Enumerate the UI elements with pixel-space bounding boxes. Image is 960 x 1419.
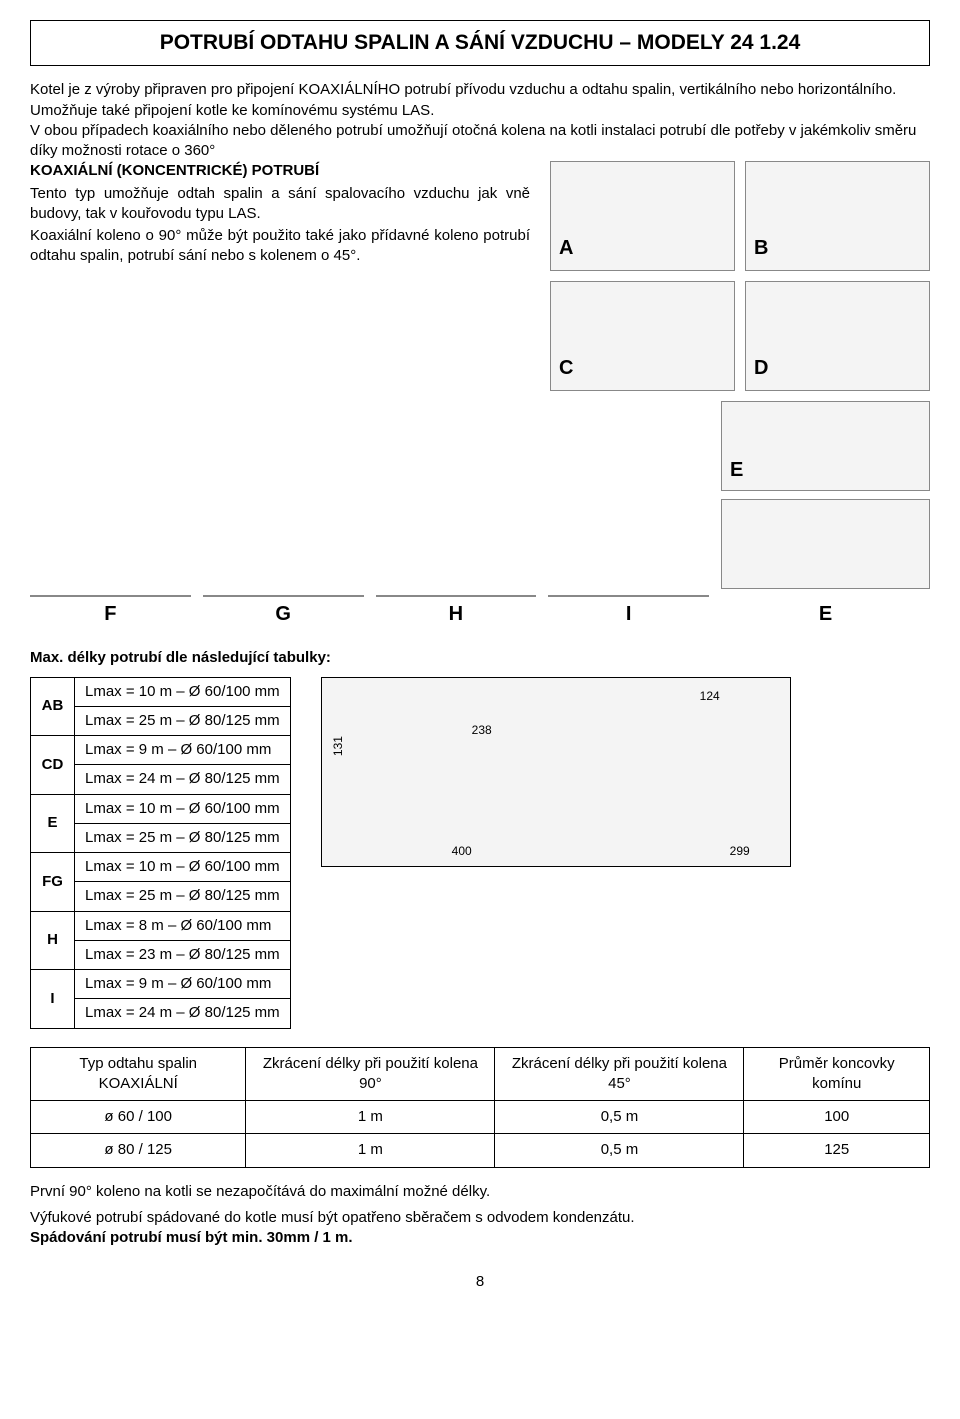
note-2b: Spádování potrubí musí být min. 30mm / 1… <box>30 1229 353 1246</box>
dimension-figure: 131 238 400 124 299 <box>321 677 791 867</box>
mid-figures-row: F G H I E E <box>30 401 930 628</box>
dim-299: 299 <box>730 843 750 859</box>
lengths-value: Lmax = 24 m – Ø 80/125 mm <box>75 765 291 794</box>
figure-d-label: D <box>754 355 768 382</box>
reduction-table: Typ odtahu spalin KOAXIÁLNÍZkrácení délk… <box>30 1047 930 1168</box>
lengths-value: Lmax = 10 m – Ø 60/100 mm <box>75 794 291 823</box>
reduction-header: Zkrácení délky při použití kolena 45° <box>495 1047 744 1101</box>
note-2: Výfukové potrubí spádované do kotle musí… <box>30 1208 930 1249</box>
figure-g <box>203 595 364 597</box>
figure-a: A <box>550 161 735 271</box>
lengths-value: Lmax = 25 m – Ø 80/125 mm <box>75 823 291 852</box>
lengths-key: AB <box>31 677 75 736</box>
reduction-cell: 125 <box>744 1134 930 1167</box>
top-figures: A B C D <box>550 161 930 391</box>
reduction-cell: 1 m <box>246 1101 495 1134</box>
figure-e-stack: E E <box>721 401 930 628</box>
lengths-value: Lmax = 23 m – Ø 80/125 mm <box>75 940 291 969</box>
lengths-value: Lmax = 8 m – Ø 60/100 mm <box>75 911 291 940</box>
page-number: 8 <box>30 1272 930 1292</box>
lengths-key: FG <box>31 853 75 912</box>
figure-e-top-label: E <box>730 457 743 484</box>
figure-h <box>376 595 537 597</box>
lengths-table: ABLmax = 10 m – Ø 60/100 mmLmax = 25 m –… <box>30 677 291 1029</box>
intro-p1: Kotel je z výroby připraven pro připojen… <box>30 80 930 121</box>
notes-section: První 90° koleno na kotli se nezapočítáv… <box>30 1182 930 1249</box>
figure-g-label: G <box>203 601 364 628</box>
intro-text-col: KOAXIÁLNÍ (KONCENTRICKÉ) POTRUBÍ Tento t… <box>30 161 530 391</box>
figure-e-bottom <box>721 499 930 589</box>
note-2a: Výfukové potrubí spádované do kotle musí… <box>30 1209 635 1226</box>
figure-i <box>548 595 709 597</box>
lengths-value: Lmax = 9 m – Ø 60/100 mm <box>75 736 291 765</box>
figure-b: B <box>745 161 930 271</box>
lengths-value: Lmax = 25 m – Ø 80/125 mm <box>75 706 291 735</box>
page-title: POTRUBÍ ODTAHU SPALIN A SÁNÍ VZDUCHU – M… <box>30 20 930 66</box>
reduction-cell: ø 80 / 125 <box>31 1134 246 1167</box>
intro-with-figures: KOAXIÁLNÍ (KONCENTRICKÉ) POTRUBÍ Tento t… <box>30 161 930 391</box>
figure-f-label: F <box>30 601 191 628</box>
lengths-heading: Max. délky potrubí dle následující tabul… <box>30 648 930 668</box>
dim-131: 131 <box>330 736 346 756</box>
dim-238: 238 <box>472 722 492 738</box>
reduction-header: Zkrácení délky při použití kolena 90° <box>246 1047 495 1101</box>
dim-124: 124 <box>700 688 720 704</box>
reduction-cell: 1 m <box>246 1134 495 1167</box>
lengths-value: Lmax = 9 m – Ø 60/100 mm <box>75 970 291 999</box>
figure-i-label: I <box>548 601 709 628</box>
reduction-header: Průměr koncovky komínu <box>744 1047 930 1101</box>
lengths-key: H <box>31 911 75 970</box>
lengths-container: ABLmax = 10 m – Ø 60/100 mmLmax = 25 m –… <box>30 677 930 1029</box>
reduction-cell: 0,5 m <box>495 1134 744 1167</box>
intro-section: Kotel je z výroby připraven pro připojen… <box>30 80 930 161</box>
reduction-cell: ø 60 / 100 <box>31 1101 246 1134</box>
coaxial-heading: KOAXIÁLNÍ (KONCENTRICKÉ) POTRUBÍ <box>30 161 530 181</box>
dim-400: 400 <box>452 843 472 859</box>
figure-h-label: H <box>376 601 537 628</box>
lengths-value: Lmax = 10 m – Ø 60/100 mm <box>75 677 291 706</box>
reduction-header: Typ odtahu spalin KOAXIÁLNÍ <box>31 1047 246 1101</box>
reduction-cell: 0,5 m <box>495 1101 744 1134</box>
lengths-value: Lmax = 10 m – Ø 60/100 mm <box>75 853 291 882</box>
figure-e-label: E <box>721 601 930 628</box>
intro-p2: V obou případech koaxiálního nebo dělené… <box>30 121 930 162</box>
figure-d: D <box>745 281 930 391</box>
figure-c: C <box>550 281 735 391</box>
lengths-key: CD <box>31 736 75 795</box>
intro-p3: Tento typ umožňuje odtah spalin a sání s… <box>30 184 530 225</box>
lengths-value: Lmax = 25 m – Ø 80/125 mm <box>75 882 291 911</box>
lengths-key: E <box>31 794 75 853</box>
figure-e-top: E <box>721 401 930 491</box>
figure-b-label: B <box>754 235 768 262</box>
reduction-cell: 100 <box>744 1101 930 1134</box>
figure-a-label: A <box>559 235 573 262</box>
figure-f <box>30 595 191 597</box>
intro-p4: Koaxiální koleno o 90° může být použito … <box>30 226 530 267</box>
figure-c-label: C <box>559 355 573 382</box>
note-1: První 90° koleno na kotli se nezapočítáv… <box>30 1182 930 1202</box>
lengths-key: I <box>31 970 75 1029</box>
lengths-value: Lmax = 24 m – Ø 80/125 mm <box>75 999 291 1028</box>
